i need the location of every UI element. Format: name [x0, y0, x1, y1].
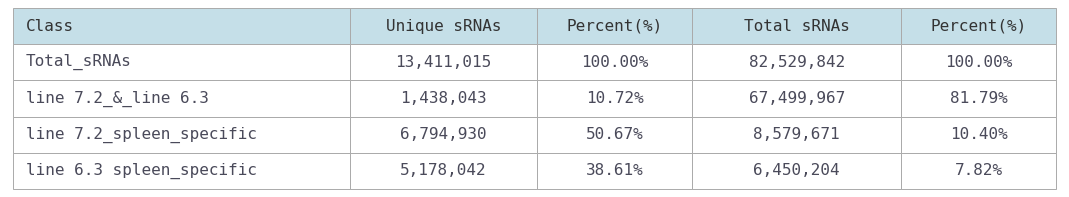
Bar — [901, 80, 1056, 117]
Bar — [901, 153, 1056, 189]
Bar — [693, 117, 901, 153]
Text: Unique sRNAs: Unique sRNAs — [386, 19, 501, 33]
Bar — [693, 80, 901, 117]
Text: 81.79%: 81.79% — [949, 91, 1007, 106]
Bar — [350, 8, 538, 44]
Bar — [13, 44, 350, 80]
Text: 38.61%: 38.61% — [586, 164, 644, 178]
Text: 10.40%: 10.40% — [949, 127, 1007, 142]
Bar — [538, 80, 693, 117]
Text: 13,411,015: 13,411,015 — [396, 55, 492, 70]
Text: 6,450,204: 6,450,204 — [754, 164, 840, 178]
Text: line 7.2_&_line 6.3: line 7.2_&_line 6.3 — [26, 90, 208, 107]
Text: Percent(%): Percent(%) — [930, 19, 1026, 33]
Bar — [693, 8, 901, 44]
Bar — [13, 80, 350, 117]
Text: 10.72%: 10.72% — [586, 91, 644, 106]
Text: Total_sRNAs: Total_sRNAs — [26, 54, 131, 70]
Bar — [538, 44, 693, 80]
Text: 7.82%: 7.82% — [955, 164, 1003, 178]
Bar — [350, 44, 538, 80]
Text: 6,794,930: 6,794,930 — [400, 127, 486, 142]
Text: 100.00%: 100.00% — [945, 55, 1012, 70]
Text: 5,178,042: 5,178,042 — [400, 164, 486, 178]
Bar — [13, 117, 350, 153]
Text: 82,529,842: 82,529,842 — [748, 55, 845, 70]
Bar — [350, 117, 538, 153]
Text: 50.67%: 50.67% — [586, 127, 644, 142]
Text: Class: Class — [26, 19, 74, 33]
Bar — [901, 44, 1056, 80]
Text: Total sRNAs: Total sRNAs — [744, 19, 850, 33]
Text: 67,499,967: 67,499,967 — [748, 91, 845, 106]
Text: 8,579,671: 8,579,671 — [754, 127, 840, 142]
Bar — [901, 8, 1056, 44]
Bar — [13, 8, 350, 44]
Bar — [538, 8, 693, 44]
Bar — [350, 153, 538, 189]
Bar — [13, 153, 350, 189]
Bar — [901, 117, 1056, 153]
Text: 1,438,043: 1,438,043 — [400, 91, 486, 106]
Bar — [693, 44, 901, 80]
Text: Percent(%): Percent(%) — [567, 19, 663, 33]
Text: line 6.3 spleen_specific: line 6.3 spleen_specific — [26, 163, 257, 179]
Text: line 7.2_spleen_specific: line 7.2_spleen_specific — [26, 127, 257, 143]
Bar — [350, 80, 538, 117]
Text: 100.00%: 100.00% — [582, 55, 649, 70]
Bar — [538, 117, 693, 153]
Bar — [538, 153, 693, 189]
Bar — [693, 153, 901, 189]
